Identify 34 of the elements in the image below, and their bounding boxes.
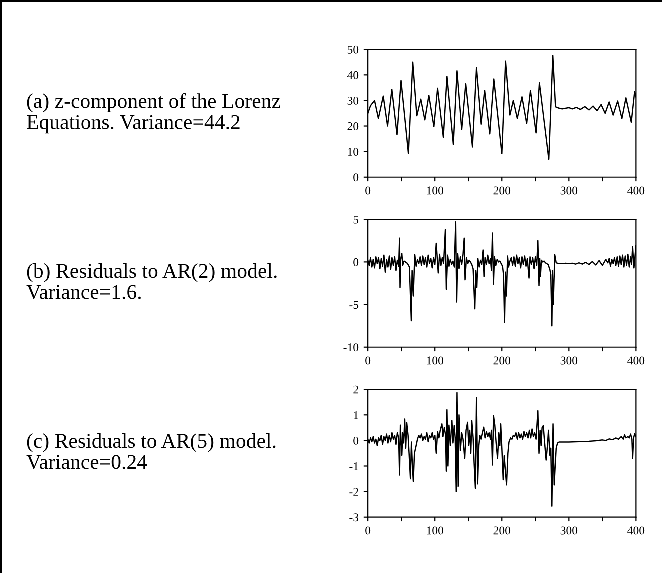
x-tick-label: 300 [560,526,578,535]
y-tick-label: 0 [354,258,359,266]
text: (b) Residuals to AR(2) model. Variance=1.6. [26,264,277,300]
y-tick-label: -5 [350,301,359,309]
y-tick-label: 50 [348,46,359,54]
x-tick-label: 400 [628,526,645,535]
y-tick-label: 20 [348,122,359,130]
x-tick-label: 300 [560,356,578,365]
y-tick-label: -1 [350,462,358,470]
x-tick-label: 100 [427,356,444,365]
x-tick-label: 100 [427,526,444,535]
y-tick-label: 2 [354,386,358,394]
text: (a) z-component of the Lorenz Equations. Variance=44.2 [27,93,280,134]
x-tick-label: 0 [366,186,371,195]
y-tick-label: -10 [344,344,359,352]
x-tick-label: 300 [560,186,578,195]
x-tick-label: 400 [628,356,645,365]
y-tick-label: 40 [347,71,359,80]
y-tick-label: -3 [350,514,359,522]
y-tick-label: 0 [354,436,359,445]
y-tick-label: 0 [354,174,359,182]
text: (c) Residuals to AR(5) model. Variance=0.24 [26,433,276,470]
y-tick-label: 1 [354,411,358,420]
y-tick-label: 5 [354,216,359,224]
x-tick-label: 200 [494,186,511,195]
x-tick-label: 100 [427,186,444,195]
x-tick-label: 0 [366,356,371,365]
y-tick-label: 10 [348,148,359,156]
y-tick-label: -2 [350,488,358,496]
y-tick-label: 30 [348,96,359,105]
x-tick-label: 200 [494,526,511,535]
x-tick-label: 200 [494,356,511,365]
x-tick-label: 400 [628,186,645,195]
x-tick-label: 0 [366,526,371,535]
